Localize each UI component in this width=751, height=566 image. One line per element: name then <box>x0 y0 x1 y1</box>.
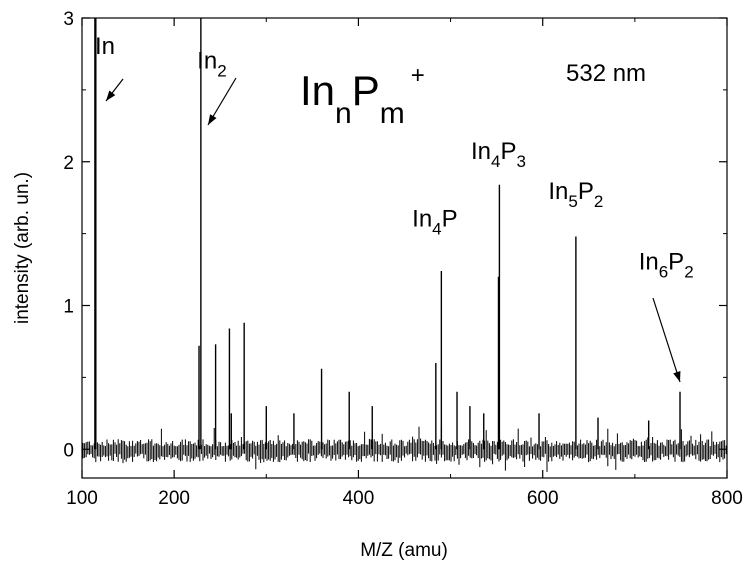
wavelength-label: 532 nm <box>566 60 646 87</box>
peak-label: In5P2 <box>548 178 603 211</box>
x-tick-label: 200 <box>158 488 190 509</box>
x-axis-label: M/Z (amu) <box>360 540 448 561</box>
y-axis-label: intensity (arb. un.) <box>12 172 33 324</box>
y-axis-ticks: 0 1 2 3 <box>63 9 727 461</box>
x-tick-label: 800 <box>711 488 743 509</box>
peak-label: In4P <box>412 205 458 238</box>
plot-frame <box>81 17 728 479</box>
peak-label: In6P2 <box>639 249 694 282</box>
annotation-arrowhead <box>208 114 217 125</box>
x-axis-ticks: 100 200 400 600 800 <box>66 18 743 509</box>
peak-annotations: In In2 In4P In4P3 In5P2 In6P2 <box>95 33 694 383</box>
y-tick-label: 2 <box>63 153 74 174</box>
peak-label: In <box>95 33 115 60</box>
x-tick-label: 600 <box>527 488 559 509</box>
y-tick-label: 1 <box>63 297 74 318</box>
annotation-arrowhead <box>673 371 681 382</box>
noise-band <box>82 426 727 472</box>
ion-series-heading: InnPm+ <box>300 62 425 130</box>
y-tick-label: 0 <box>63 440 74 461</box>
y-tick-label: 3 <box>63 9 74 30</box>
peak-label: In2 <box>197 47 226 80</box>
x-tick-label: 100 <box>66 488 98 509</box>
peak-label: In4P3 <box>471 138 526 171</box>
annotation-arrow <box>652 297 681 383</box>
spectrum-peaks <box>94 18 681 450</box>
annotation-arrowhead <box>106 90 116 101</box>
x-tick-label: 400 <box>343 488 375 509</box>
baseline-noise <box>82 426 727 472</box>
